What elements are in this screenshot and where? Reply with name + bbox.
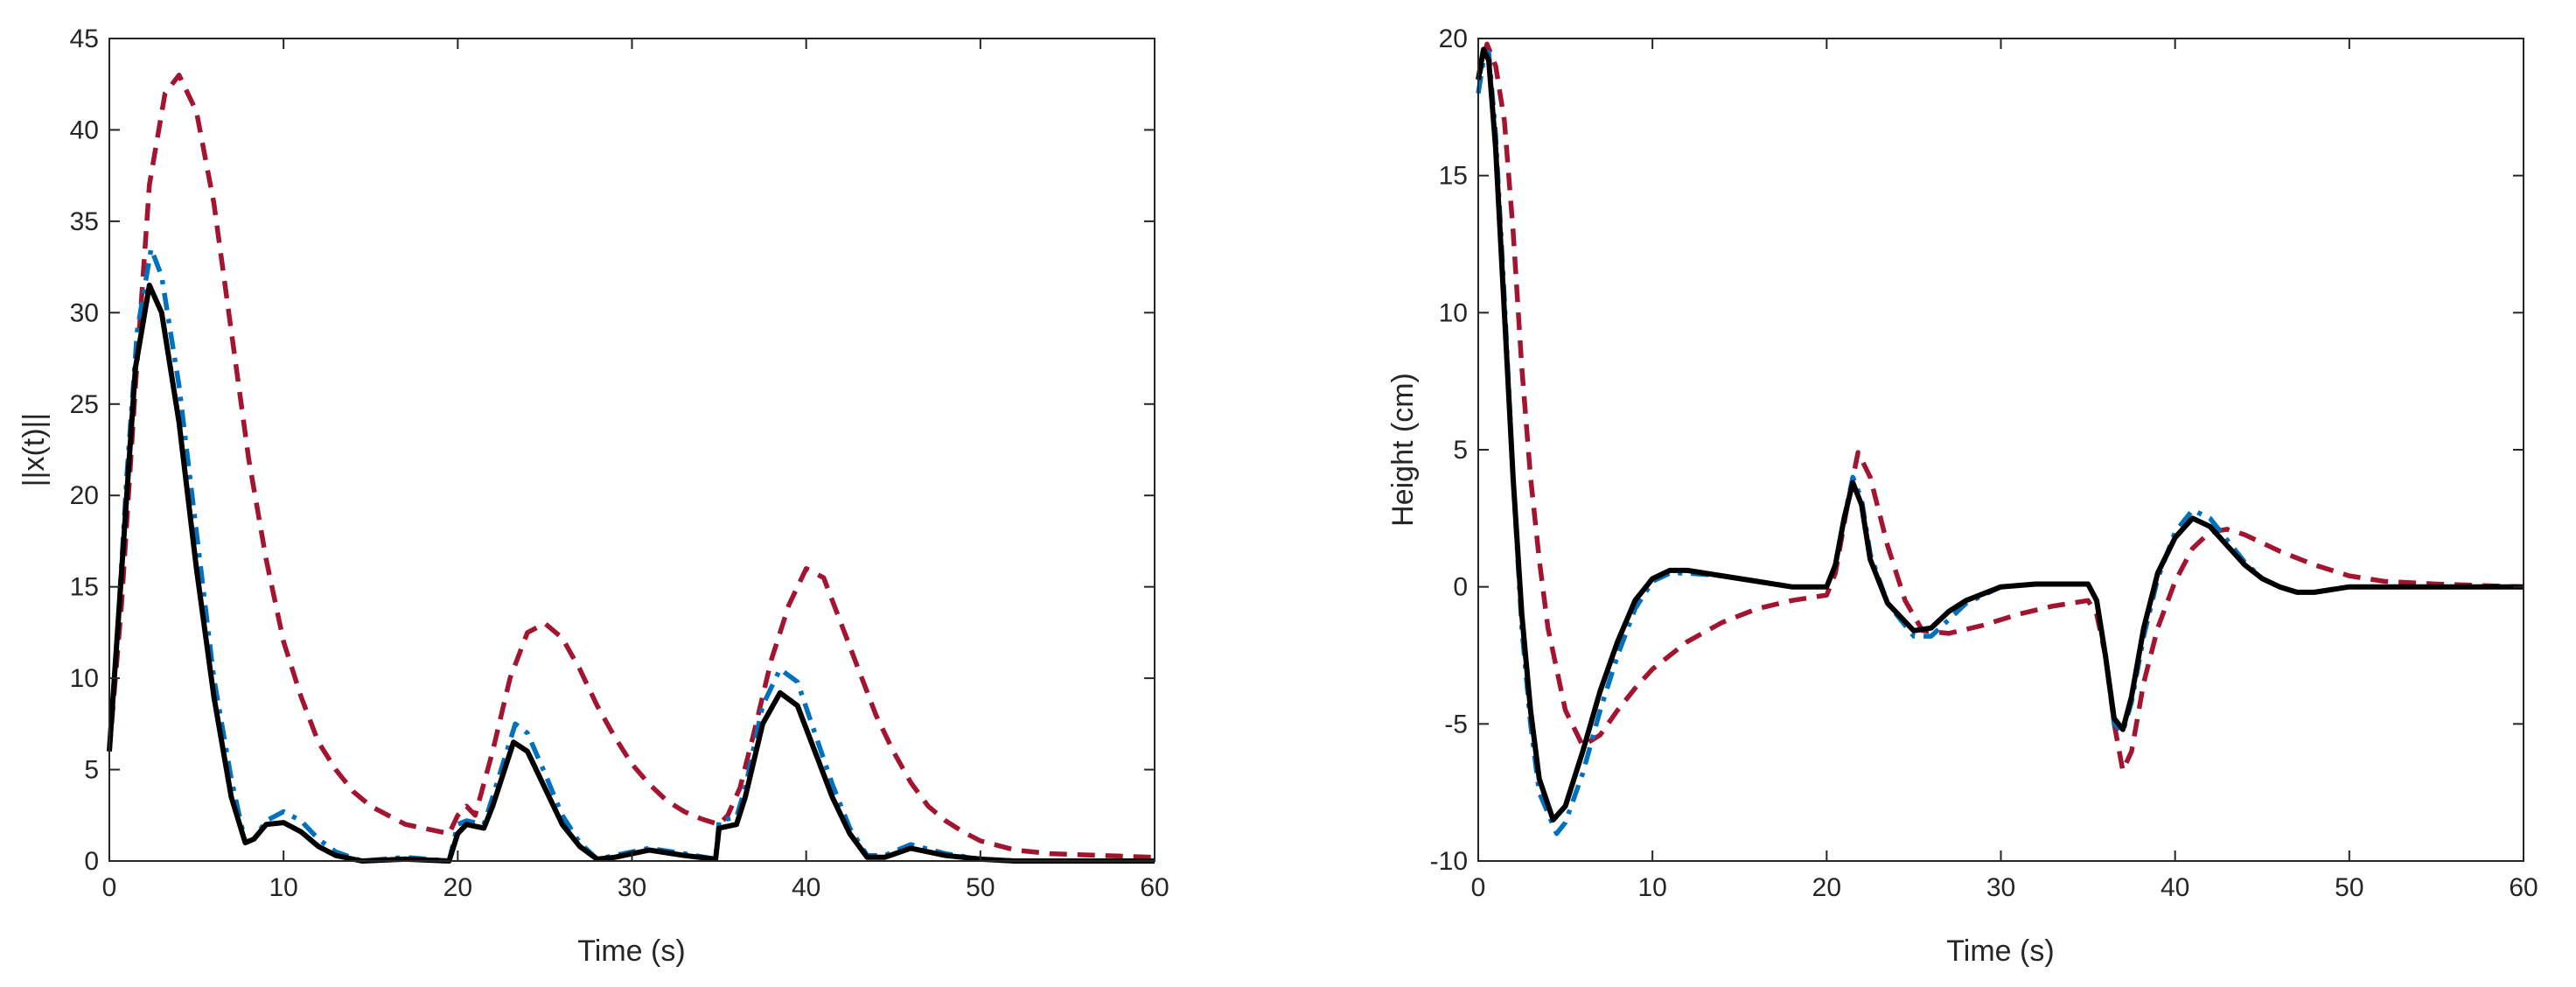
x-tick-label-right: 40: [2161, 873, 2189, 902]
series-layer-left: [107, 73, 1155, 864]
x-tick-label-left: 10: [269, 873, 297, 902]
series-black-solid-right: [1476, 46, 2524, 822]
x-tick-label-left: 50: [966, 873, 995, 902]
y-tick-label-left: 20: [70, 481, 99, 510]
y-tick-label-right: 10: [1439, 298, 1468, 327]
x-tick-label-right: 50: [2335, 873, 2363, 902]
series-black-solid-left: [107, 283, 1155, 864]
right-plot: 0 10 20 30 40 50 60 -10 -5 0 5 10 15 20 Time (s) Heig…: [1386, 24, 2538, 968]
y-tick-label-right: 0: [1453, 573, 1468, 602]
x-tick-label-right: 10: [1637, 873, 1666, 902]
ticks-left: 0 10 20 30 40 50 60 0 5 10 15 20 25 30 35 40 45: [70, 24, 1169, 902]
y-axis-label-left: ||x(t)||: [17, 413, 51, 486]
y-tick-label-left: 10: [70, 664, 99, 693]
y-tick-label-right: -10: [1430, 847, 1468, 876]
y-tick-label-left: 5: [84, 756, 99, 785]
y-tick-label-left: 25: [70, 390, 99, 419]
y-tick-label-left: 45: [70, 24, 99, 53]
x-tick-label-right: 30: [1986, 873, 2015, 902]
plot-area-right: [1478, 38, 2524, 861]
series-red-dashed-left: [107, 73, 1155, 860]
y-tick-label-left: 40: [70, 116, 99, 144]
series-red-dashed-right: [1476, 41, 2524, 774]
y-axis-label-right: Height (cm): [1386, 373, 1420, 527]
y-tick-label-right: 20: [1439, 24, 1468, 53]
y-tick-label-right: -5: [1444, 710, 1468, 738]
ticks-right: 0 10 20 30 40 50 60 -10 -5 0 5 10 15 20: [1430, 24, 2538, 902]
x-tick-label-left: 0: [102, 873, 117, 902]
x-tick-label-right: 20: [1812, 873, 1841, 902]
y-tick-label-left: 35: [70, 207, 99, 236]
y-tick-label-left: 0: [84, 847, 99, 876]
x-tick-label-right: 0: [1471, 873, 1486, 902]
plot-area-left: [109, 38, 1155, 861]
x-tick-label-left: 20: [443, 873, 472, 902]
x-axis-label-right: Time (s): [1946, 934, 2054, 968]
series-blue-dashdot-left: [107, 246, 1155, 864]
y-tick-label-left: 15: [70, 573, 99, 602]
left-plot: 0 10 20 30 40 50 60 0 5 10 15 20 25 30 35 40 45 Time (s)…: [17, 24, 1169, 968]
series-layer-right: [1476, 41, 2524, 836]
x-tick-label-right: 60: [2509, 873, 2538, 902]
x-tick-label-left: 40: [792, 873, 820, 902]
x-tick-label-left: 60: [1140, 873, 1169, 902]
x-tick-label-left: 30: [618, 873, 646, 902]
y-tick-label-left: 30: [70, 298, 99, 327]
y-tick-label-right: 15: [1439, 162, 1468, 191]
y-tick-label-right: 5: [1453, 436, 1468, 465]
x-axis-label-left: Time (s): [577, 934, 685, 968]
